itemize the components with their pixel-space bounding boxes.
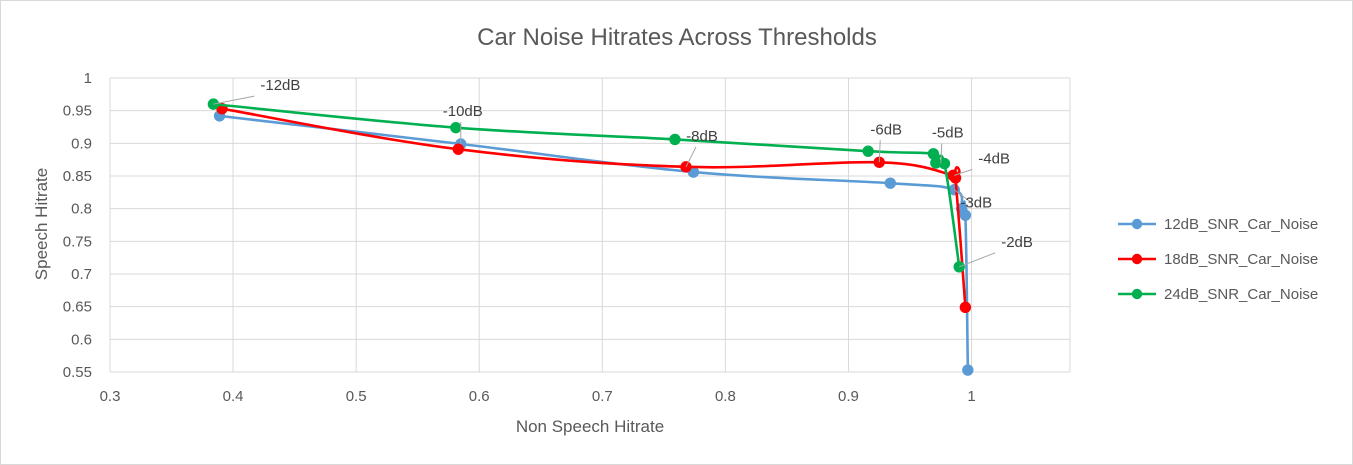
x-axis-ticks: 0.3 0.4 0.5 0.6 0.7 0.8 0.9 1 [100, 388, 976, 405]
annotation-leader-line [685, 146, 697, 168]
legend-label: 24dB_SNR_Car_Noise [1164, 286, 1318, 303]
annotation-label: -2dB [1001, 234, 1033, 251]
y-tick-label: 0.85 [63, 168, 92, 185]
legend: 12dB_SNR_Car_Noise 18dB_SNR_Car_Noise 24dB… [1118, 216, 1318, 303]
y-tick-label: 0.7 [71, 266, 92, 283]
gridlines [109, 77, 1071, 373]
series-line [221, 107, 967, 308]
legend-item: 24dB_SNR_Car_Noise [1118, 286, 1318, 303]
legend-label: 18dB_SNR_Car_Noise [1164, 251, 1318, 268]
data-point [884, 177, 897, 189]
annotation-leader-line [954, 189, 971, 203]
data-point [938, 157, 951, 170]
series-24dB_SNR_Car_Noise [207, 98, 965, 273]
data-point [862, 145, 874, 157]
data-point [962, 364, 974, 376]
annotation-leader-line [940, 143, 943, 164]
x-tick-label: 0.3 [100, 388, 121, 405]
series-line [213, 102, 961, 267]
annotation-label: -10dB [443, 103, 483, 120]
annotation-layer: -12dB -10dB -8dB -6dB -5dB -4dB -3dB -2dB [213, 77, 1033, 268]
annotation-leader-line [878, 140, 881, 163]
x-tick-label: 0.9 [838, 388, 859, 405]
annotation-label: -5dB [932, 125, 964, 142]
annotation-label: -6dB [870, 121, 902, 138]
x-tick-label: 0.8 [715, 388, 736, 405]
x-tick-label: 0.5 [346, 388, 367, 405]
y-axis-title: Speech Hitrate [32, 168, 51, 280]
annotation-leader-line [954, 168, 973, 176]
chart-title: Car Noise Hitrates Across Thresholds [477, 24, 877, 51]
y-tick-label: 0.75 [63, 233, 92, 250]
x-tick-label: 0.6 [469, 388, 490, 405]
data-point [949, 172, 962, 184]
legend-label: 12dB_SNR_Car_Noise [1164, 216, 1318, 233]
data-point [959, 209, 972, 221]
annotation-leader-line [959, 252, 996, 268]
legend-swatch-marker [1131, 253, 1143, 265]
legend-item: 12dB_SNR_Car_Noise [1118, 216, 1318, 233]
annotation-label: -4dB [978, 150, 1010, 167]
y-axis-ticks: 0.55 0.6 0.65 0.7 0.75 0.8 0.85 0.9 0.95 1 [63, 70, 92, 381]
x-tick-label: 0.4 [223, 388, 244, 405]
series-18dB_SNR_Car_Noise [216, 103, 972, 314]
x-tick-label: 1 [967, 388, 975, 405]
y-tick-label: 0.95 [63, 103, 92, 120]
y-tick-label: 0.65 [63, 299, 92, 316]
legend-swatch-marker [1131, 218, 1143, 230]
annotation-leader-line [213, 95, 255, 105]
series-layer [207, 98, 974, 376]
data-point [669, 133, 681, 146]
annotation-label: -8dB [686, 128, 718, 145]
annotation-label: -3dB [960, 195, 992, 212]
data-point [959, 301, 972, 314]
x-axis-title: Non Speech Hitrate [516, 417, 664, 436]
annotation-label: -12dB [260, 77, 300, 94]
series-line [219, 114, 970, 371]
y-tick-label: 0.55 [63, 364, 92, 381]
data-point [452, 143, 465, 155]
legend-swatch-marker [1131, 288, 1143, 300]
y-tick-label: 0.9 [71, 135, 92, 152]
legend-item: 18dB_SNR_Car_Noise [1118, 251, 1318, 268]
y-tick-label: 0.8 [71, 201, 92, 218]
data-point [450, 121, 462, 134]
y-tick-label: 1 [84, 70, 92, 87]
x-tick-label: 0.7 [592, 388, 613, 405]
y-tick-label: 0.6 [71, 331, 92, 348]
